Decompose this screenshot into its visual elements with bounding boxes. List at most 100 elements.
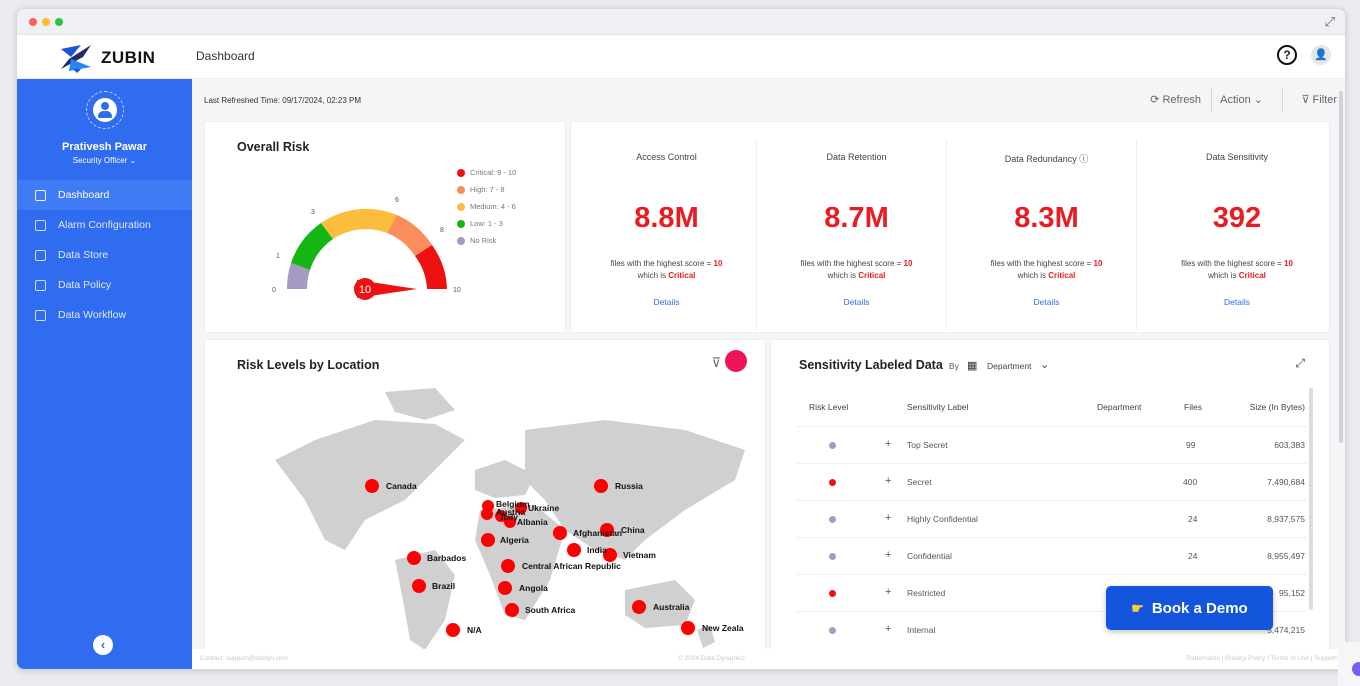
map-legend-button[interactable] [725, 350, 747, 372]
sensitivity-title: Sensitivity Labeled Data [799, 358, 943, 372]
collapse-sidebar-button[interactable]: ‹ [93, 635, 113, 655]
expand-row-icon[interactable]: + [885, 475, 892, 487]
map-marker[interactable] [504, 516, 516, 528]
action-dropdown[interactable]: Action ⌄ [1220, 94, 1263, 106]
map-marker[interactable] [681, 621, 695, 635]
map-marker[interactable] [600, 523, 614, 537]
user-role-dropdown[interactable]: Security Officer ⌄ [72, 156, 137, 165]
sidebar-item-label: Alarm Configuration [58, 219, 151, 231]
expand-row-icon[interactable]: + [885, 549, 892, 561]
map-marker[interactable] [501, 559, 515, 573]
chat-widget-icon[interactable] [1338, 642, 1360, 686]
expand-icon[interactable]: ⤢ [1295, 356, 1305, 370]
location-label: Belgium [496, 499, 530, 509]
sensitivity-label: Restricted [907, 588, 946, 598]
book-demo-button[interactable]: ☛ Book a Demo [1106, 586, 1273, 630]
legend-item: No Risk [457, 232, 516, 249]
gauge-tick-label: 8 [440, 227, 444, 234]
table-row[interactable]: + Internal 5,474,215 [797, 611, 1307, 648]
map-marker[interactable] [632, 600, 646, 614]
sensitivity-label: Secret [907, 477, 932, 487]
gauge-segment-high [387, 215, 432, 256]
risk-gauge: 10 0 1 3 6 8 10 [272, 197, 461, 300]
legend-item: Low: 1 - 3 [457, 215, 516, 232]
map-marker[interactable] [515, 502, 527, 514]
details-link[interactable]: Details [843, 297, 870, 307]
chevron-down-icon[interactable]: ⌄ [1040, 359, 1050, 371]
table-row[interactable]: + Secret 400 7,490,684 [797, 463, 1307, 500]
sidebar: Prativesh Pawar Security Officer ⌄ Dashb… [17, 79, 192, 669]
metric-value: 8.8M [634, 202, 699, 234]
table-row[interactable]: + Highly Confidential 24 8,937,575 [797, 500, 1307, 537]
footer-links[interactable]: Trademarks | Privacy Policy | Terms of U… [1185, 655, 1337, 662]
gauge-tick-label: 0 [272, 287, 276, 294]
map-marker[interactable] [481, 508, 493, 520]
location-label: India [587, 545, 607, 555]
size-bytes: 5,474,215 [1267, 625, 1305, 635]
sidebar-item-alarm-configuration[interactable]: Alarm Configuration [17, 210, 192, 240]
column-header[interactable]: Department [1097, 402, 1142, 412]
details-link[interactable]: Details [1033, 297, 1060, 307]
footer-contact[interactable]: Contact: support@datdyn.com [200, 655, 288, 662]
gauge-hub [354, 278, 376, 300]
expand-row-icon[interactable]: + [885, 586, 892, 598]
main-scrollbar[interactable] [1339, 91, 1343, 443]
expand-row-icon[interactable]: + [885, 623, 892, 635]
minimize-window-button[interactable] [42, 18, 50, 26]
sidebar-item-data-store[interactable]: Data Store [17, 240, 192, 270]
brand-logo[interactable]: ZUBIN [59, 43, 155, 73]
column-header[interactable]: Risk Level [809, 402, 849, 412]
table-scrollbar[interactable] [1309, 388, 1313, 610]
group-by-dropdown[interactable]: Department [987, 361, 1032, 371]
maximize-window-button[interactable] [55, 18, 63, 26]
map-marker[interactable] [446, 623, 460, 637]
map-marker[interactable] [407, 551, 421, 565]
location-label: N/A [467, 625, 482, 635]
column-header[interactable]: Size (In Bytes) [1249, 402, 1305, 412]
overall-risk-card: Overall Risk 10 0 1 3 6 8 10 Critical: 9… [204, 121, 566, 333]
column-header[interactable]: Files [1184, 402, 1202, 412]
details-link[interactable]: Details [653, 297, 680, 307]
map-marker[interactable] [365, 479, 379, 493]
legend-dot [457, 236, 465, 245]
refresh-button[interactable]: ⟳ Refresh [1150, 94, 1201, 106]
map-marker[interactable] [594, 479, 608, 493]
sidebar-item-dashboard[interactable]: Dashboard [17, 180, 192, 210]
filter-icon[interactable]: ⊽ [711, 355, 721, 370]
fullscreen-icon[interactable]: ⤢ [1324, 14, 1335, 29]
metric-label: Data Sensitivity [1205, 152, 1269, 162]
help-icon[interactable]: ? [1277, 45, 1297, 65]
map-marker[interactable] [553, 526, 567, 540]
details-link[interactable]: Details [1224, 297, 1250, 307]
map-marker[interactable] [495, 510, 507, 522]
map-landmasses [275, 388, 745, 650]
expand-row-icon[interactable]: + [885, 512, 892, 524]
risk-legend: Critical: 9 - 10 High: 7 - 8 Medium: 4 -… [457, 164, 516, 249]
pointing-hand-icon: ☛ [1131, 599, 1144, 616]
user-profile-icon[interactable]: 👤 [1311, 45, 1331, 65]
sidebar-item-data-policy[interactable]: Data Policy [17, 270, 192, 300]
files-count: 24 [1188, 514, 1198, 524]
metric-data-retention: Data Retention 8.7M files with the highe… [767, 140, 947, 330]
table-row[interactable]: + Restricted 95,152 [797, 574, 1307, 611]
map-marker[interactable] [567, 543, 581, 557]
expand-row-icon[interactable]: + [885, 438, 892, 450]
map-marker[interactable] [505, 603, 519, 617]
map-marker[interactable] [498, 581, 512, 595]
close-window-button[interactable] [29, 18, 37, 26]
risk-level-dot [829, 479, 836, 486]
table-row[interactable]: + Confidential 24 8,955,497 [797, 537, 1307, 574]
map-marker[interactable] [603, 548, 617, 562]
avatar[interactable] [86, 91, 124, 129]
new-zealand-shape [697, 625, 715, 648]
group-by-label: By [949, 361, 959, 371]
table-row[interactable]: + Top Secret 99 603,383 [797, 426, 1307, 463]
greenland-shape [385, 388, 455, 420]
sidebar-item-data-workflow[interactable]: Data Workflow [17, 300, 192, 330]
location-markers [365, 479, 695, 637]
sensitivity-label: Highly Confidential [907, 514, 978, 524]
map-marker[interactable] [412, 579, 426, 593]
map-marker[interactable] [481, 533, 495, 547]
column-header[interactable]: Sensitivity Label [907, 402, 969, 412]
filter-button[interactable]: ⊽ Filter [1301, 94, 1337, 106]
